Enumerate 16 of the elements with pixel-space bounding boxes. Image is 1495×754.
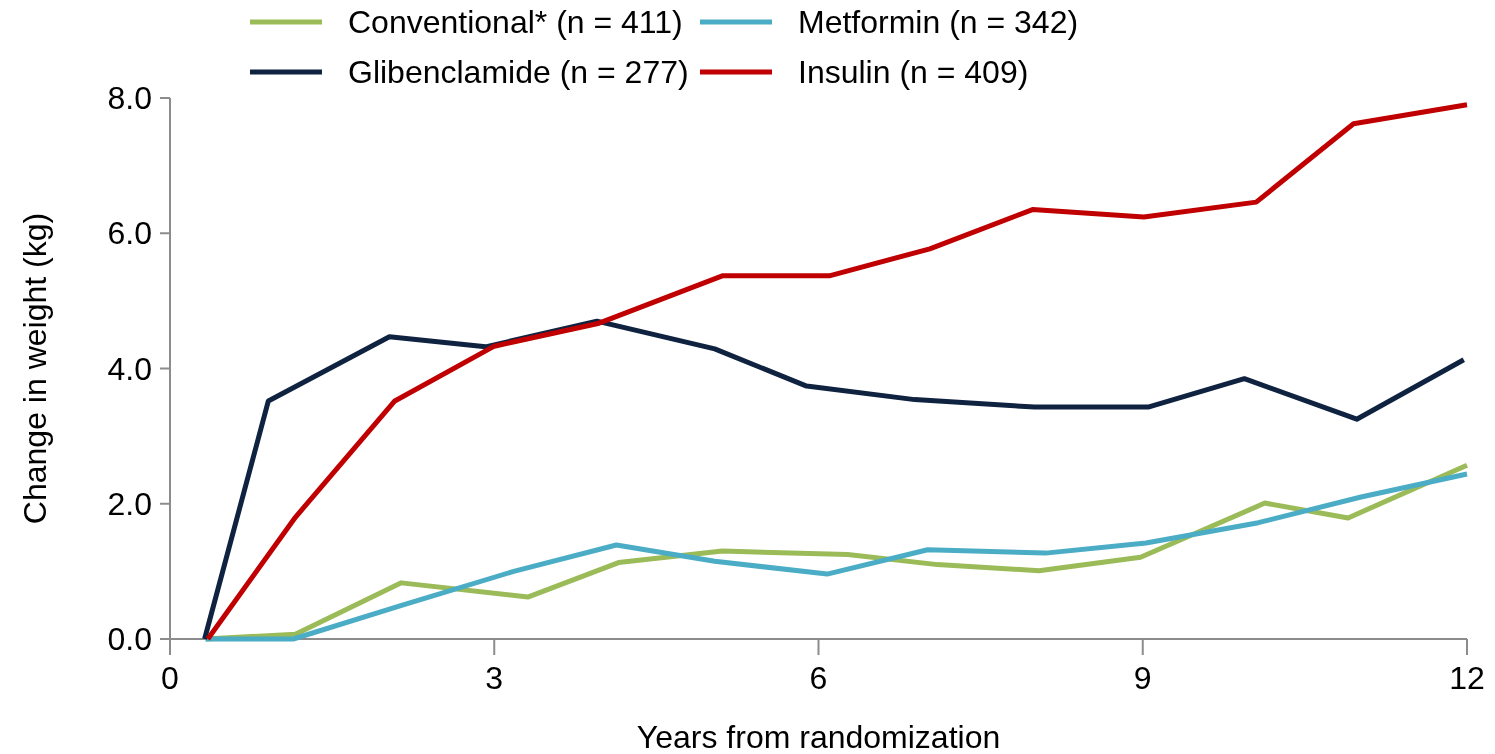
y-tick-label: 4.0 [107,350,152,387]
legend-label: Conventional* (n = 411) [348,4,683,41]
x-tick-label: 12 [1449,660,1485,696]
x-tick-label: 3 [485,660,504,696]
legend-label: Insulin (n = 409) [798,54,1029,91]
y-tick-label: 6.0 [107,215,152,252]
y-tick-label: 8.0 [107,80,152,117]
y-axis-title: Change in weight (kg) [17,212,53,525]
legend-label: Metformin (n = 342) [798,4,1079,41]
y-tick-label: 2.0 [107,485,152,522]
x-tick-label: 0 [161,660,179,696]
y-tick-label: 0.0 [107,621,152,658]
x-axis-title: Years from randomization [636,719,1001,754]
x-tick-label: 9 [1133,660,1152,696]
x-tick-label: 6 [809,660,828,696]
legend-label: Glibenclamide (n = 277) [348,54,689,91]
